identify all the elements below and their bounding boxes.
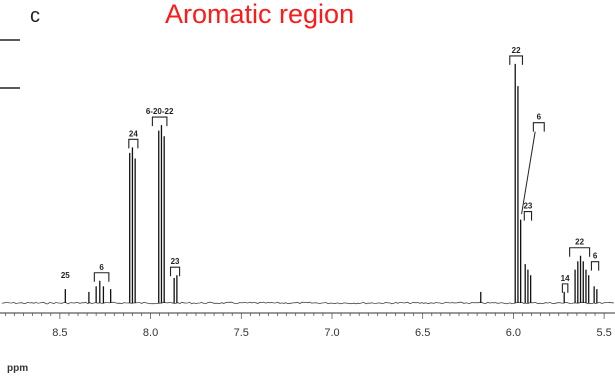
annotation-bracket-10 <box>590 261 600 271</box>
annotation-label-4: 23 <box>171 257 180 266</box>
annotation-leader-line <box>521 131 536 215</box>
x-axis: 8.5 8.0 7.5 7.0 6.5 6.0 5.5 <box>0 312 615 339</box>
annotation-bracket-8 <box>561 283 569 293</box>
annotation-bracket-5 <box>509 55 524 65</box>
annotation-label-2: 24 <box>129 129 138 138</box>
x-tick-label: 5.5 <box>596 327 611 339</box>
annotation-label-8: 14 <box>561 274 570 283</box>
x-tick-label: 8.5 <box>52 327 67 339</box>
baseline-trace <box>1 301 614 305</box>
annotation-bracket-7 <box>523 211 533 221</box>
x-tick-label: 6.0 <box>506 327 521 339</box>
chart-title: Aromatic region <box>165 0 355 29</box>
annotation-bracket-9 <box>569 247 591 257</box>
x-axis-label: ppm <box>7 363 28 374</box>
annotation-bracket-2 <box>128 138 139 149</box>
annotation-bracket-3 <box>151 116 168 127</box>
panel-letter: c <box>30 5 40 27</box>
annotation-label-3: 6-20-22 <box>146 107 174 116</box>
annotation-bracket-4 <box>169 266 181 277</box>
peak-annotations: 25 6 24 6-20-22 23 22 6 23 14 22 6 <box>61 46 600 293</box>
x-tick-label: 6.5 <box>415 327 430 339</box>
baseline <box>1 301 614 305</box>
annotation-label-1: 6 <box>99 263 104 272</box>
x-tick-label: 7.0 <box>324 327 339 339</box>
annotation-bracket-1 <box>93 272 110 282</box>
axis-fragments <box>0 39 20 89</box>
annotation-label-0: 25 <box>61 271 70 280</box>
annotation-label-10: 6 <box>593 252 598 261</box>
annotation-label-9: 22 <box>575 238 584 247</box>
annotation-label-6: 6 <box>537 113 542 122</box>
peaks <box>64 63 598 303</box>
annotation-label-5: 22 <box>512 46 521 55</box>
x-tick-label: 7.5 <box>234 327 249 339</box>
annotation-label-7: 23 <box>523 202 532 211</box>
annotation-bracket-6 <box>532 122 545 132</box>
x-tick-label: 8.0 <box>143 327 158 339</box>
